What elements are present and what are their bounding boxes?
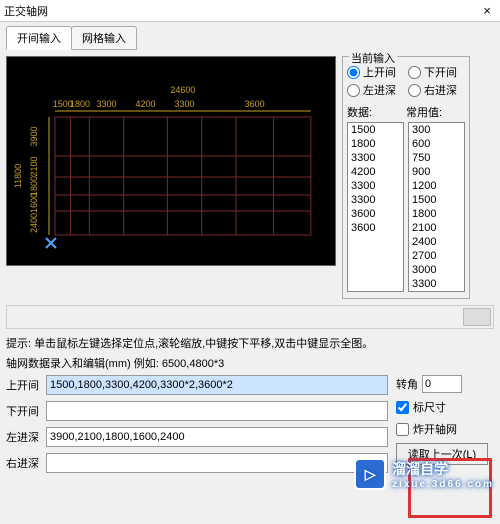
list-item[interactable]: 3300 <box>409 277 464 291</box>
label-bottom-span: 下开间 <box>6 403 46 419</box>
svg-text:2100: 2100 <box>29 156 39 176</box>
data-listbox[interactable]: 15001800330042003300330036003600 <box>347 122 404 292</box>
list-item[interactable]: 3600 <box>348 207 403 221</box>
scrollbar-thumb[interactable] <box>463 308 491 326</box>
svg-text:1800: 1800 <box>70 99 90 109</box>
input-bottom-span[interactable] <box>46 401 388 421</box>
list-item[interactable]: 2400 <box>409 235 464 249</box>
list-item[interactable]: 2700 <box>409 249 464 263</box>
list-item[interactable]: 1800 <box>348 137 403 151</box>
list-item[interactable]: 3000 <box>409 263 464 277</box>
tab-open-input[interactable]: 开间输入 <box>6 26 72 50</box>
horizontal-scrollbar[interactable] <box>6 305 494 329</box>
checkbox-explode[interactable]: 炸开轴网 <box>396 421 488 437</box>
svg-text:24600: 24600 <box>170 85 195 95</box>
svg-text:1600: 1600 <box>29 193 39 213</box>
list-item[interactable]: 750 <box>409 151 464 165</box>
input-left-depth[interactable] <box>46 427 388 447</box>
list-item[interactable]: 1500 <box>409 193 464 207</box>
list-head-common: 常用值: <box>406 104 465 120</box>
label-left-depth: 左进深 <box>6 429 46 445</box>
highlight-box <box>408 458 492 518</box>
svg-text:11800: 11800 <box>13 164 23 188</box>
common-listbox[interactable]: 3006007509001200150018002100240027003000… <box>408 122 465 292</box>
radio-left-depth[interactable]: 左进深 <box>347 82 404 98</box>
list-item[interactable]: 4200 <box>348 165 403 179</box>
list-item[interactable]: 1800 <box>409 207 464 221</box>
label-right-depth: 右进深 <box>6 455 46 471</box>
tab-grid-input[interactable]: 网格输入 <box>71 26 137 50</box>
input-group-title: 轴网数据录入和编辑(mm) 例如: 6500,4800*3 <box>6 355 494 371</box>
current-input-panel: 当前输入 上开间 下开间 左进深 右进深 数据: 常用值: 1500180033… <box>342 56 470 299</box>
list-item[interactable]: 600 <box>409 137 464 151</box>
svg-text:3600: 3600 <box>245 99 265 109</box>
input-top-span[interactable] <box>46 375 388 395</box>
radio-right-depth[interactable]: 右进深 <box>408 82 465 98</box>
list-item[interactable]: 1500 <box>348 123 403 137</box>
list-head-data: 数据: <box>347 104 406 120</box>
list-item[interactable]: 1200 <box>409 179 464 193</box>
svg-text:3300: 3300 <box>174 99 194 109</box>
input-right-depth[interactable] <box>46 453 388 473</box>
checkbox-dim[interactable]: 标尺寸 <box>396 399 488 415</box>
radio-bottom-span[interactable]: 下开间 <box>408 64 465 80</box>
list-item[interactable]: 3300 <box>348 151 403 165</box>
label-top-span: 上开间 <box>6 377 46 393</box>
close-icon[interactable]: × <box>478 3 496 18</box>
svg-text:2400: 2400 <box>29 213 39 233</box>
list-item[interactable]: 300 <box>409 123 464 137</box>
svg-text:4200: 4200 <box>135 99 155 109</box>
axis-preview[interactable]: 2460015001800330042003300360011800390021… <box>6 56 336 266</box>
list-item[interactable]: 2100 <box>409 221 464 235</box>
panel-legend: 当前输入 <box>349 50 397 66</box>
hint-text: 提示: 单击鼠标左键选择定位点,滚轮缩放,中键按下平移,双击中键显示全图。 <box>6 335 494 351</box>
angle-label: 转角 <box>396 376 418 392</box>
list-item[interactable]: 3300 <box>348 193 403 207</box>
list-item[interactable]: 900 <box>409 165 464 179</box>
svg-text:3900: 3900 <box>29 126 39 146</box>
svg-text:3300: 3300 <box>96 99 116 109</box>
radio-top-span[interactable]: 上开间 <box>347 64 404 80</box>
angle-input[interactable] <box>422 375 462 393</box>
list-item[interactable]: 3600 <box>409 291 464 292</box>
list-item[interactable]: 3600 <box>348 221 403 235</box>
list-item[interactable]: 3300 <box>348 179 403 193</box>
window-title: 正交轴网 <box>4 3 478 19</box>
